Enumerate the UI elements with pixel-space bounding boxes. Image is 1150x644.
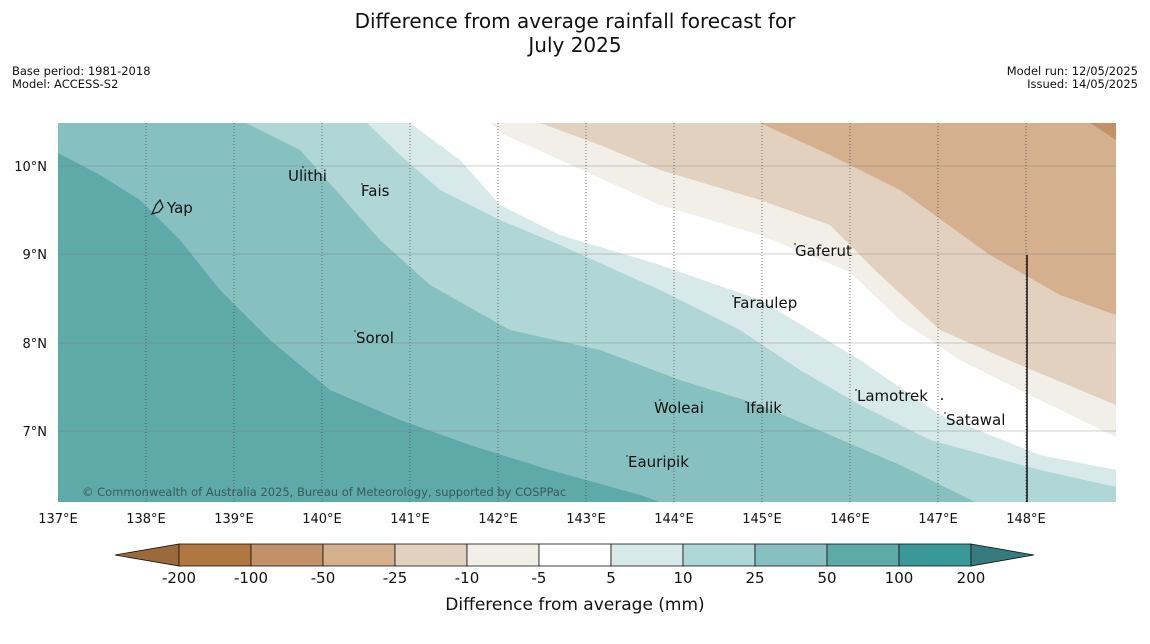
- place-label: Faraulep: [733, 294, 797, 312]
- lat-tick-label: 8°N: [23, 337, 48, 352]
- colorbar-segment: [322, 543, 396, 567]
- title-line-1: Difference from average rainfall forecas…: [354, 9, 796, 33]
- island-dots: [302, 166, 946, 457]
- lon-tick-label: 148°E: [1006, 512, 1046, 527]
- longitude-gridlines: [145, 123, 1027, 502]
- colorbar-segment: [538, 543, 612, 567]
- lon-tick-label: 145°E: [742, 512, 782, 527]
- place-label: Ifalik: [746, 399, 782, 417]
- band-wet-50-100: [58, 153, 660, 502]
- colorbar-tick-label: -25: [383, 569, 408, 587]
- colorbar-segment: [898, 543, 972, 567]
- meta-right: Model run: 12/05/2025 Issued: 14/05/2025: [1007, 65, 1138, 91]
- meta-left: Base period: 1981-2018 Model: ACCESS-S2: [12, 65, 151, 91]
- colorbar-segment: [754, 543, 828, 567]
- colorbar-tick-label: -100: [234, 569, 268, 587]
- colorbar-extension-low: [114, 543, 180, 567]
- lat-tick-label: 9°N: [23, 248, 48, 263]
- colorbar-extension-high: [970, 543, 1035, 567]
- colorbar-tick-label: -5: [532, 569, 547, 587]
- place-label: Eauripik: [628, 453, 689, 471]
- colorbar-tick-label: 200: [957, 569, 986, 587]
- colorbar-segment: [610, 543, 684, 567]
- lon-tick-label: 144°E: [654, 512, 694, 527]
- colorbar-tick-labels: -200 -100 -50 -25 -10 -5 5 10 25 50 100 …: [162, 569, 985, 587]
- model-name: Model: ACCESS-S2: [12, 77, 119, 91]
- title-line-2: July 2025: [528, 33, 622, 57]
- colorbar-segment: [466, 543, 540, 567]
- base-period: Base period: 1981-2018: [12, 64, 151, 78]
- lon-tick-label: 147°E: [918, 512, 958, 527]
- model-run: Model run: 12/05/2025: [1006, 64, 1138, 78]
- lon-tick-label: 143°E: [566, 512, 606, 527]
- lon-tick-label: 140°E: [302, 512, 342, 527]
- colorbar-segment: [250, 543, 324, 567]
- lon-tick-label: 142°E: [478, 512, 518, 527]
- colorbar-label: Difference from average (mm): [445, 595, 704, 615]
- colorbar-segment: [826, 543, 900, 567]
- rainfall-difference-map: Yap Ulithi Fais Gaferut Faraulep Sorol L…: [58, 123, 1116, 502]
- colorbar-segment: [682, 543, 756, 567]
- lon-tick-label: 138°E: [126, 512, 166, 527]
- lat-tick-label: 10°N: [14, 160, 47, 175]
- lon-tick-label: 146°E: [830, 512, 870, 527]
- lon-tick-label: 137°E: [38, 512, 78, 527]
- yap-island-shape: [150, 198, 164, 215]
- latitude-tick-labels: 10°N 9°N 8°N 7°N: [14, 160, 47, 440]
- colorbar-tick-label: 100: [885, 569, 914, 587]
- place-label: Ulithi: [288, 167, 327, 185]
- lon-tick-label: 139°E: [214, 512, 254, 527]
- colorbar-tick-label: -50: [311, 569, 336, 587]
- place-label: Gaferut: [795, 242, 852, 260]
- place-label: Yap: [166, 199, 193, 217]
- place-label: Sorol: [356, 329, 394, 347]
- colorbar-tick-label: 10: [673, 569, 692, 587]
- colorbar-tick-label: -10: [455, 569, 480, 587]
- latitude-gridlines: [58, 165, 1116, 432]
- longitude-tick-labels: 137°E 138°E 139°E 140°E 141°E 142°E 143°…: [38, 512, 1046, 527]
- place-label: Fais: [361, 182, 390, 200]
- lat-tick-label: 7°N: [23, 425, 48, 440]
- place-label: Lamotrek: [857, 387, 928, 405]
- colorbar-tick-label: 50: [817, 569, 836, 587]
- issued-date: Issued: 14/05/2025: [1027, 77, 1138, 91]
- colorbar: [114, 543, 1035, 567]
- colorbar-tick-label: -200: [162, 569, 196, 587]
- colorbar-segment: [394, 543, 468, 567]
- colorbar-segment: [178, 543, 252, 567]
- colorbar-tick-label: 5: [606, 569, 616, 587]
- lon-tick-label: 141°E: [390, 512, 430, 527]
- chart-title: Difference from average rainfall forecas…: [0, 9, 1150, 57]
- colorbar-tick-label: 25: [745, 569, 764, 587]
- band-dry-50-100: [1090, 123, 1116, 140]
- place-label: Woleai: [654, 399, 704, 417]
- place-label: Satawal: [946, 411, 1005, 429]
- copyright-notice: © Commonwealth of Australia 2025, Bureau…: [82, 485, 566, 499]
